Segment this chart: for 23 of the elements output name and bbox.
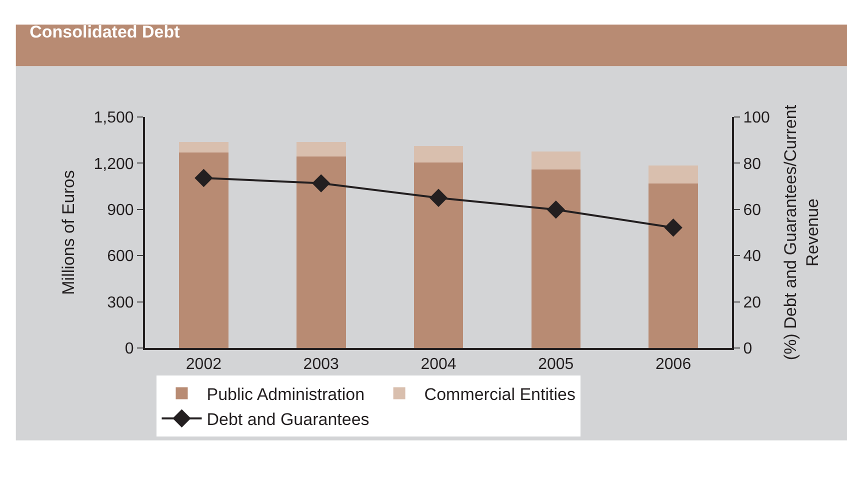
x-tick-label: 2006: [656, 356, 692, 374]
y-axis-title: Millions of Euros: [58, 170, 78, 295]
x-tick-label: 2002: [186, 356, 222, 374]
y2-axis-title: (%) Debt and Guarantees/Current Revenue: [780, 104, 822, 360]
y-tick-label: 300: [107, 294, 134, 312]
y-tick-label: 1,200: [94, 156, 134, 173]
legend-label: Public Administration: [206, 384, 365, 404]
x-tick-label: 2003: [303, 356, 339, 374]
chart-title: Consolidated Debt: [30, 22, 180, 42]
legend-label: Commercial Entities: [424, 384, 576, 404]
x-tick-label: 2005: [538, 356, 574, 374]
y2-tick-label: 20: [743, 294, 762, 312]
y-tick-label: 600: [107, 248, 134, 266]
y-tick-label: 900: [107, 202, 134, 219]
x-tick-label: 2004: [420, 356, 456, 374]
y2-tick-label: 40: [743, 248, 762, 266]
legend-label: Debt and Guarantees: [206, 410, 370, 429]
y2-tick-label: 80: [743, 156, 762, 173]
y2-tick-label: 100: [743, 110, 770, 127]
y-tick-label: 1,500: [94, 110, 134, 127]
y-tick-label: 0: [124, 340, 134, 358]
y2-tick-label: 60: [743, 202, 762, 219]
y2-tick-label: 0: [743, 340, 752, 358]
